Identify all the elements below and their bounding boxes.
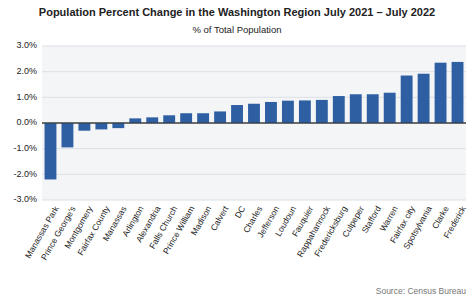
grid-line — [42, 46, 466, 47]
bar — [214, 111, 226, 123]
bar — [418, 74, 430, 123]
zero-line — [42, 123, 466, 124]
bar — [248, 104, 260, 123]
x-tick-label: Culpeper — [340, 204, 366, 239]
subtitle: % of Total Population — [192, 24, 281, 35]
grid-line — [42, 200, 466, 201]
x-tick-label: Spotsylvania — [401, 204, 434, 251]
grid-line — [42, 71, 466, 72]
bar — [299, 100, 311, 123]
y-tick-label: 3.0% — [16, 40, 37, 50]
title: Population Percent Change in the Washing… — [39, 6, 435, 18]
grid-line — [42, 174, 466, 175]
bar — [384, 93, 396, 123]
bar — [265, 102, 277, 123]
source-note: Source: Census Bureau — [376, 286, 467, 296]
plot-background — [42, 46, 466, 200]
y-tick-label: 0.0% — [16, 117, 37, 127]
chart-container: -3.0% -2.0% -1.0% 0.0% 1.0% 2.0% 3.0% Manassas … — [0, 0, 474, 300]
bar — [282, 101, 294, 123]
y-axis: -3.0% -2.0% -1.0% 0.0% 1.0% 2.0% 3.0% — [13, 40, 37, 204]
bar — [95, 123, 107, 129]
bar — [452, 62, 464, 123]
bar — [350, 94, 362, 123]
chart-svg: -3.0% -2.0% -1.0% 0.0% 1.0% 2.0% 3.0% Manassas … — [0, 0, 474, 300]
bar — [197, 113, 209, 123]
bar — [316, 100, 328, 123]
bar — [146, 117, 158, 123]
x-tick-label: Manassas — [101, 204, 129, 243]
bar — [435, 63, 447, 123]
bars — [45, 62, 464, 180]
x-tick-label: Frederick — [441, 204, 468, 240]
bar — [163, 115, 175, 123]
y-tick-label: -2.0% — [13, 169, 37, 179]
x-tick-label: Madison — [189, 204, 214, 237]
bar — [129, 118, 141, 123]
bar — [112, 123, 124, 128]
bar — [401, 76, 413, 123]
bar — [45, 123, 57, 179]
bar — [231, 105, 243, 123]
y-tick-label: -3.0% — [13, 194, 37, 204]
bar — [180, 113, 192, 123]
bar — [367, 94, 379, 123]
bar — [333, 96, 345, 123]
y-tick-label: 1.0% — [16, 92, 37, 102]
x-axis: Manassas ParkPrince George'sMontgomeryFa… — [23, 204, 468, 262]
grid — [42, 46, 466, 200]
bar — [62, 123, 74, 147]
grid-line — [42, 148, 466, 149]
x-tick-label: DC — [233, 204, 248, 220]
zero-line — [42, 123, 466, 124]
bar — [78, 123, 90, 131]
y-tick-label: -1.0% — [13, 143, 37, 153]
y-tick-label: 2.0% — [16, 66, 37, 76]
x-tick-label: Calvert — [208, 204, 230, 233]
